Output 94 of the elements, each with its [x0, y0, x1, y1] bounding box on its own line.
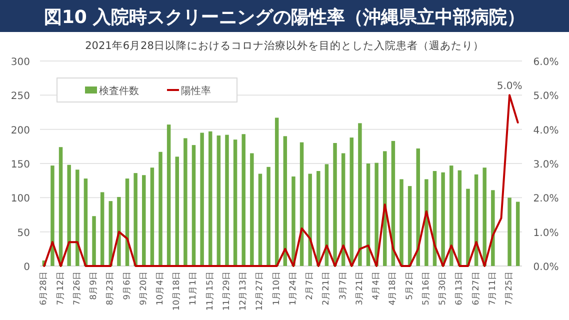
bar [333, 143, 337, 266]
y2-tick-label: 6.0% [533, 57, 559, 68]
x-tick-label: 8月9日 [89, 271, 100, 300]
y2-tick-label: 5.0% [533, 91, 559, 102]
bar [400, 179, 404, 266]
x-tick-label: 2月21日 [322, 271, 332, 306]
line-series [43, 94, 519, 267]
y-tick-label: 300 [10, 57, 30, 68]
y-tick-label: 250 [10, 91, 30, 102]
x-tick-label: 3月7日 [338, 271, 348, 300]
bar [208, 131, 212, 266]
bar [408, 186, 412, 266]
bar [225, 134, 229, 266]
x-tick-label: 7月25日 [504, 271, 515, 306]
y-tick-label: 150 [10, 160, 30, 170]
bar [516, 202, 520, 266]
bar [283, 136, 288, 266]
x-tick-label: 11月29日 [222, 271, 232, 311]
bar [274, 118, 279, 266]
bar [216, 135, 221, 266]
bar [482, 168, 486, 266]
bar [266, 166, 270, 266]
bar [117, 196, 121, 266]
x-tick-label: 8月23日 [106, 271, 116, 306]
bar [184, 138, 188, 266]
bar [374, 162, 378, 266]
bar [508, 198, 512, 266]
x-tick-label: 1月10日 [272, 271, 282, 306]
x-tick-label: 6月13日 [454, 271, 465, 306]
bar [158, 152, 162, 266]
bar [258, 174, 262, 266]
bar [67, 164, 71, 266]
legend-label: 検査件数 [99, 85, 139, 97]
y-tick-label: 50 [17, 228, 30, 239]
bar [175, 156, 179, 266]
x-tick-label: 12月13日 [238, 271, 249, 311]
bar [308, 174, 312, 266]
x-tick-label: 4月18日 [388, 271, 398, 306]
bar [366, 164, 370, 266]
bar [150, 168, 154, 266]
bar [292, 176, 296, 266]
bar [166, 124, 171, 266]
x-tick-label: 11月15日 [205, 271, 216, 311]
x-tick-label: 3月21日 [354, 271, 365, 306]
bar [50, 166, 54, 266]
y2-tick-label: 1.0% [533, 228, 559, 239]
bar [242, 134, 246, 266]
x-tick-label: 11月1日 [188, 271, 199, 306]
x-tick-label: 7月26日 [72, 271, 82, 306]
x-tick-label: 9月20日 [138, 271, 149, 306]
y2-tick-label: 4.0% [533, 125, 559, 136]
x-tick-label: 7月11日 [488, 271, 498, 306]
bar [250, 153, 254, 266]
chart-subtitle: 2021年6月28日以降におけるコロナ治療以外を目的とした入院患者（週あたり） [85, 39, 484, 52]
x-tick-label: 12月27日 [255, 271, 266, 311]
y-tick-label: 100 [10, 194, 30, 205]
bar [134, 173, 138, 266]
y2-tick-label: 3.0% [533, 160, 559, 170]
legend-label: 陽性率 [181, 85, 211, 97]
bar [76, 170, 80, 266]
bar [350, 138, 354, 266]
x-tick-label: 6月28日 [39, 271, 50, 306]
y2-tick-label: 2.0% [533, 194, 559, 205]
annotation: 5.0% [496, 81, 522, 92]
bar [84, 178, 88, 266]
bar [458, 170, 462, 266]
bar [92, 216, 96, 266]
x-tick-label: 5月16日 [421, 271, 432, 306]
y-tick-label: 200 [10, 125, 30, 136]
chart-title: 図10 入院時スクリーニングの陽性率（沖縄県立中部病院） [44, 7, 526, 28]
x-tick-label: 10月18日 [172, 271, 182, 311]
y-tick-label: 0 [24, 262, 30, 273]
x-tick-label: 5月2日 [404, 271, 415, 300]
bar [200, 132, 204, 266]
bar [441, 172, 445, 266]
bar [316, 171, 320, 266]
bar [58, 147, 63, 266]
bar [233, 140, 238, 266]
bar [192, 145, 196, 266]
bar [424, 179, 428, 266]
x-tick-label: 6月27日 [471, 271, 482, 306]
bar [466, 188, 470, 266]
x-tick-label: 7月12日 [56, 271, 66, 306]
bar [100, 192, 104, 266]
x-tick-label: 10月4日 [156, 271, 166, 306]
x-tick-label: 1月24日 [288, 271, 298, 306]
x-tick-label: 2月7日 [305, 271, 316, 300]
bar [491, 190, 495, 266]
x-tick-label: 4月4日 [372, 271, 382, 300]
bar [142, 175, 146, 266]
x-tick-label: 9月6日 [122, 271, 132, 300]
bar [358, 123, 362, 266]
x-tick-label: 5月30日 [438, 271, 448, 306]
y2-tick-label: 0.0% [533, 262, 559, 273]
